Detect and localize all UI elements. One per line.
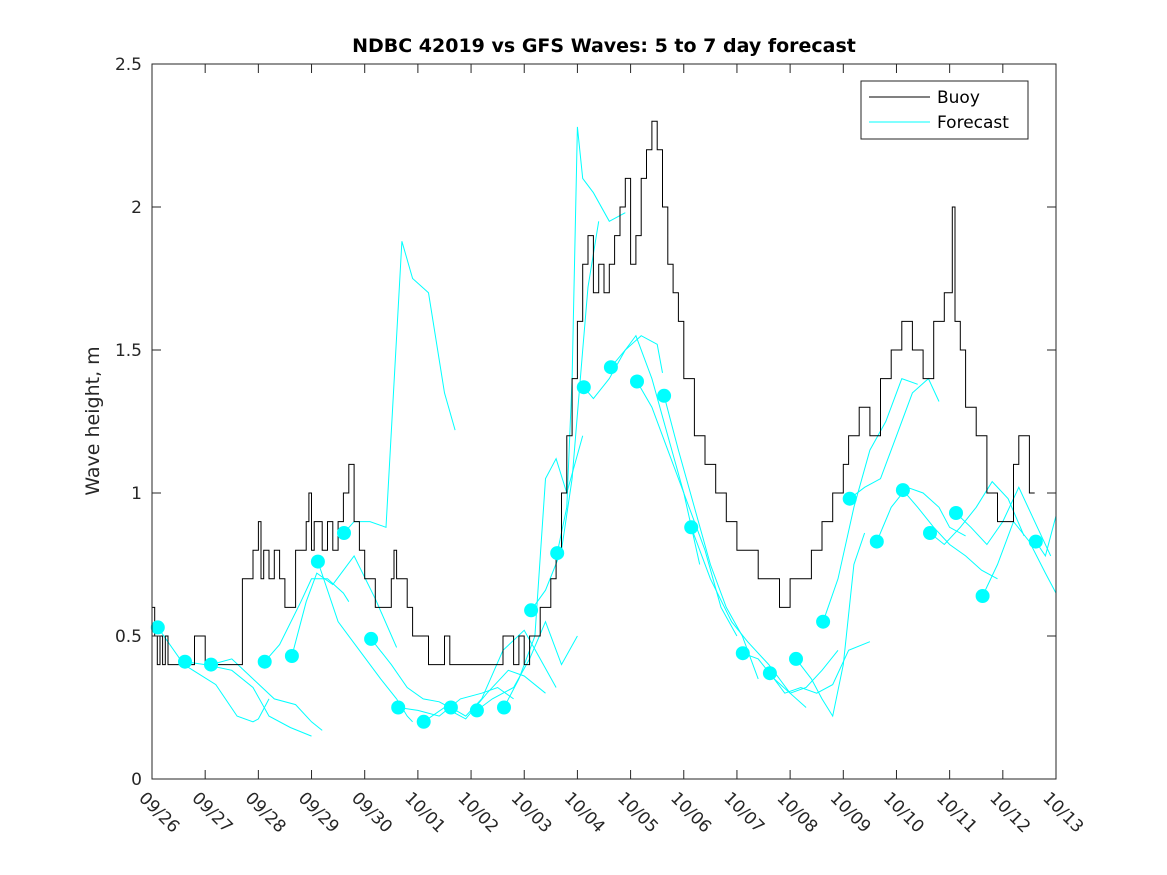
forecast-line [317, 561, 413, 723]
x-tick-label: 10/11 [932, 788, 981, 837]
forecast-start-marker [364, 631, 379, 646]
plot-background [152, 64, 1056, 779]
y-tick-label: 0 [131, 770, 142, 790]
forecast-line [370, 638, 451, 708]
buoy-line-group [152, 120, 1035, 666]
x-tick-label: 10/09 [826, 788, 875, 837]
forecast-line [663, 395, 759, 680]
x-tick-label: 10/07 [719, 788, 768, 837]
legend-label-buoy: Buoy [937, 88, 980, 108]
x-tick-label: 10/02 [454, 788, 503, 837]
x-tick-label: 09/27 [188, 788, 237, 837]
forecast-line [769, 641, 871, 694]
forecast-start-marker [524, 603, 539, 618]
forecast-markers [150, 360, 1043, 729]
plot-area [150, 63, 1057, 780]
x-tick-label: 10/10 [879, 788, 928, 837]
forecast-line [876, 486, 966, 542]
forecast-start-marker [949, 506, 963, 520]
forecast-start-marker [816, 614, 831, 629]
forecast-line [742, 649, 839, 694]
forecast-start-marker [497, 700, 511, 715]
forecast-start-marker [337, 526, 351, 540]
forecast-start-marker [869, 534, 884, 549]
forecast-start-marker [895, 483, 910, 498]
x-tick-label: 10/08 [773, 788, 822, 837]
legend-box [860, 80, 1029, 140]
forecast-line [902, 489, 998, 580]
forecast-start-marker [789, 651, 803, 666]
forecast-start-marker [469, 703, 484, 718]
axes-box [151, 63, 1057, 780]
forecast-start-marker [284, 649, 299, 663]
legend: Buoy Forecast [860, 80, 1029, 140]
forecast-start-marker [391, 700, 406, 715]
forecast-line [982, 520, 1057, 597]
forecast-start-marker [550, 546, 565, 561]
forecast-start-marker [204, 657, 218, 672]
y-axis-label: Wave height, m [82, 346, 104, 495]
forecast-start-marker [762, 666, 777, 681]
x-tick-label: 10/12 [985, 788, 1034, 837]
forecast-line [530, 221, 600, 611]
forecast-start-marker [310, 554, 325, 569]
forecast-start-marker [178, 654, 192, 669]
forecast-start-marker [443, 700, 458, 715]
x-tick-label: 10/01 [400, 788, 449, 837]
forecast-start-marker [684, 520, 699, 535]
forecast-line [556, 126, 626, 554]
x-tick-label: 10/04 [560, 788, 609, 837]
forecast-start-marker [657, 388, 672, 403]
forecast-lines [157, 126, 1057, 737]
forecast-start-marker [416, 714, 431, 729]
legend-label-forecast: Forecast [937, 113, 1009, 133]
forecast-start-marker [923, 526, 937, 540]
forecast-line [398, 686, 514, 717]
forecast-start-marker [603, 360, 618, 375]
forecast-start-marker [842, 491, 857, 506]
forecast-line [264, 578, 350, 663]
forecast-start-marker [975, 589, 990, 603]
forecast-start-marker [1028, 534, 1043, 549]
y-tick-label: 2 [131, 198, 142, 218]
y-tick-label: 1 [131, 484, 142, 504]
forecast-start-marker [150, 620, 165, 635]
y-tick-label: 1.5 [115, 341, 142, 361]
forecast-start-marker [257, 654, 272, 669]
forecast-line [210, 658, 323, 731]
x-tick-label: 10/03 [507, 788, 556, 837]
y-axis: 0 0.5 1 1.5 2 2.5 [115, 55, 1056, 790]
chart-title: NDBC 42019 vs GFS Waves: 5 to 7 day fore… [352, 35, 856, 57]
x-tick-label: 10/13 [1038, 788, 1087, 837]
x-tick-label: 09/30 [347, 788, 396, 837]
forecast-line [822, 377, 918, 622]
buoy-line [152, 120, 1035, 666]
forecast-start-marker [576, 380, 591, 395]
x-tick-label: 09/29 [294, 788, 343, 837]
y-tick-label: 2.5 [115, 55, 142, 75]
x-tick-label: 10/06 [666, 788, 715, 837]
forecast-line [795, 532, 866, 718]
forecast-line [929, 480, 1025, 546]
x-tick-label: 09/28 [241, 788, 290, 837]
x-tick-label: 09/26 [134, 788, 183, 837]
forecast-start-marker [735, 646, 750, 661]
y-tick-label: 0.5 [115, 627, 142, 647]
forecast-start-marker [630, 374, 644, 389]
x-tick-label: 10/05 [613, 788, 662, 837]
forecast-line [636, 381, 738, 637]
